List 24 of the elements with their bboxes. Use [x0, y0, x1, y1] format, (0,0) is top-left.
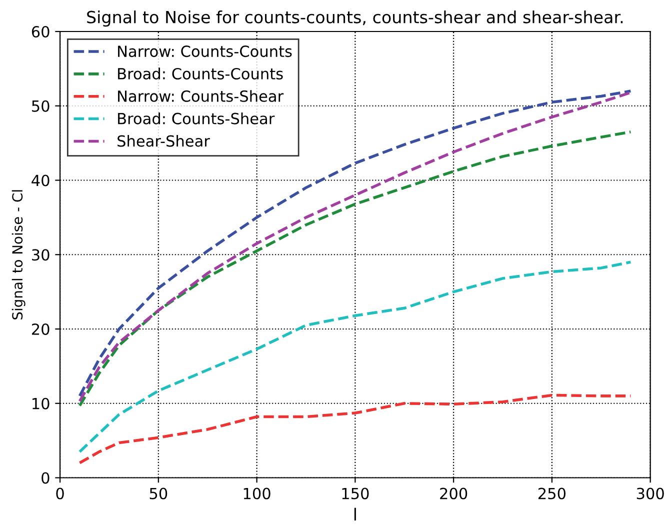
x-tick-label: 50 — [150, 488, 168, 500]
y-tick-label: 10 — [32, 398, 50, 410]
x-tick-label: 300 — [636, 488, 664, 500]
y-tick-label: 50 — [32, 100, 50, 112]
y-tick-label: 30 — [32, 249, 50, 261]
line-series — [78, 260, 632, 454]
x-tick-label: 200 — [440, 488, 468, 500]
legend-label: Narrow: Counts-Counts — [118, 46, 292, 58]
y-tick-label: 40 — [32, 174, 50, 186]
legend-label: Broad: Counts-Counts — [118, 68, 283, 80]
x-tick-label: 150 — [342, 488, 369, 500]
y-tick-label: 60 — [32, 26, 50, 38]
y-tick-label: 20 — [32, 323, 50, 336]
line-series — [78, 394, 632, 464]
x-axis-title: l — [354, 508, 356, 520]
y-axis-title: Signal to Noise - Cl — [12, 190, 26, 320]
legend-label: Narrow: Counts-Shear — [118, 90, 284, 102]
y-tick-label: 0 — [42, 472, 50, 484]
x-tick-label: 0 — [56, 488, 64, 500]
legend-label: Shear-Shear — [118, 134, 210, 147]
x-tick-label: 250 — [538, 488, 566, 500]
x-tick-label: 100 — [244, 488, 270, 500]
chart-title: Signal to Noise for counts-counts, counts-shear and shear-shear. — [87, 10, 623, 27]
legend-label: Broad: Counts-Shear — [118, 112, 275, 124]
